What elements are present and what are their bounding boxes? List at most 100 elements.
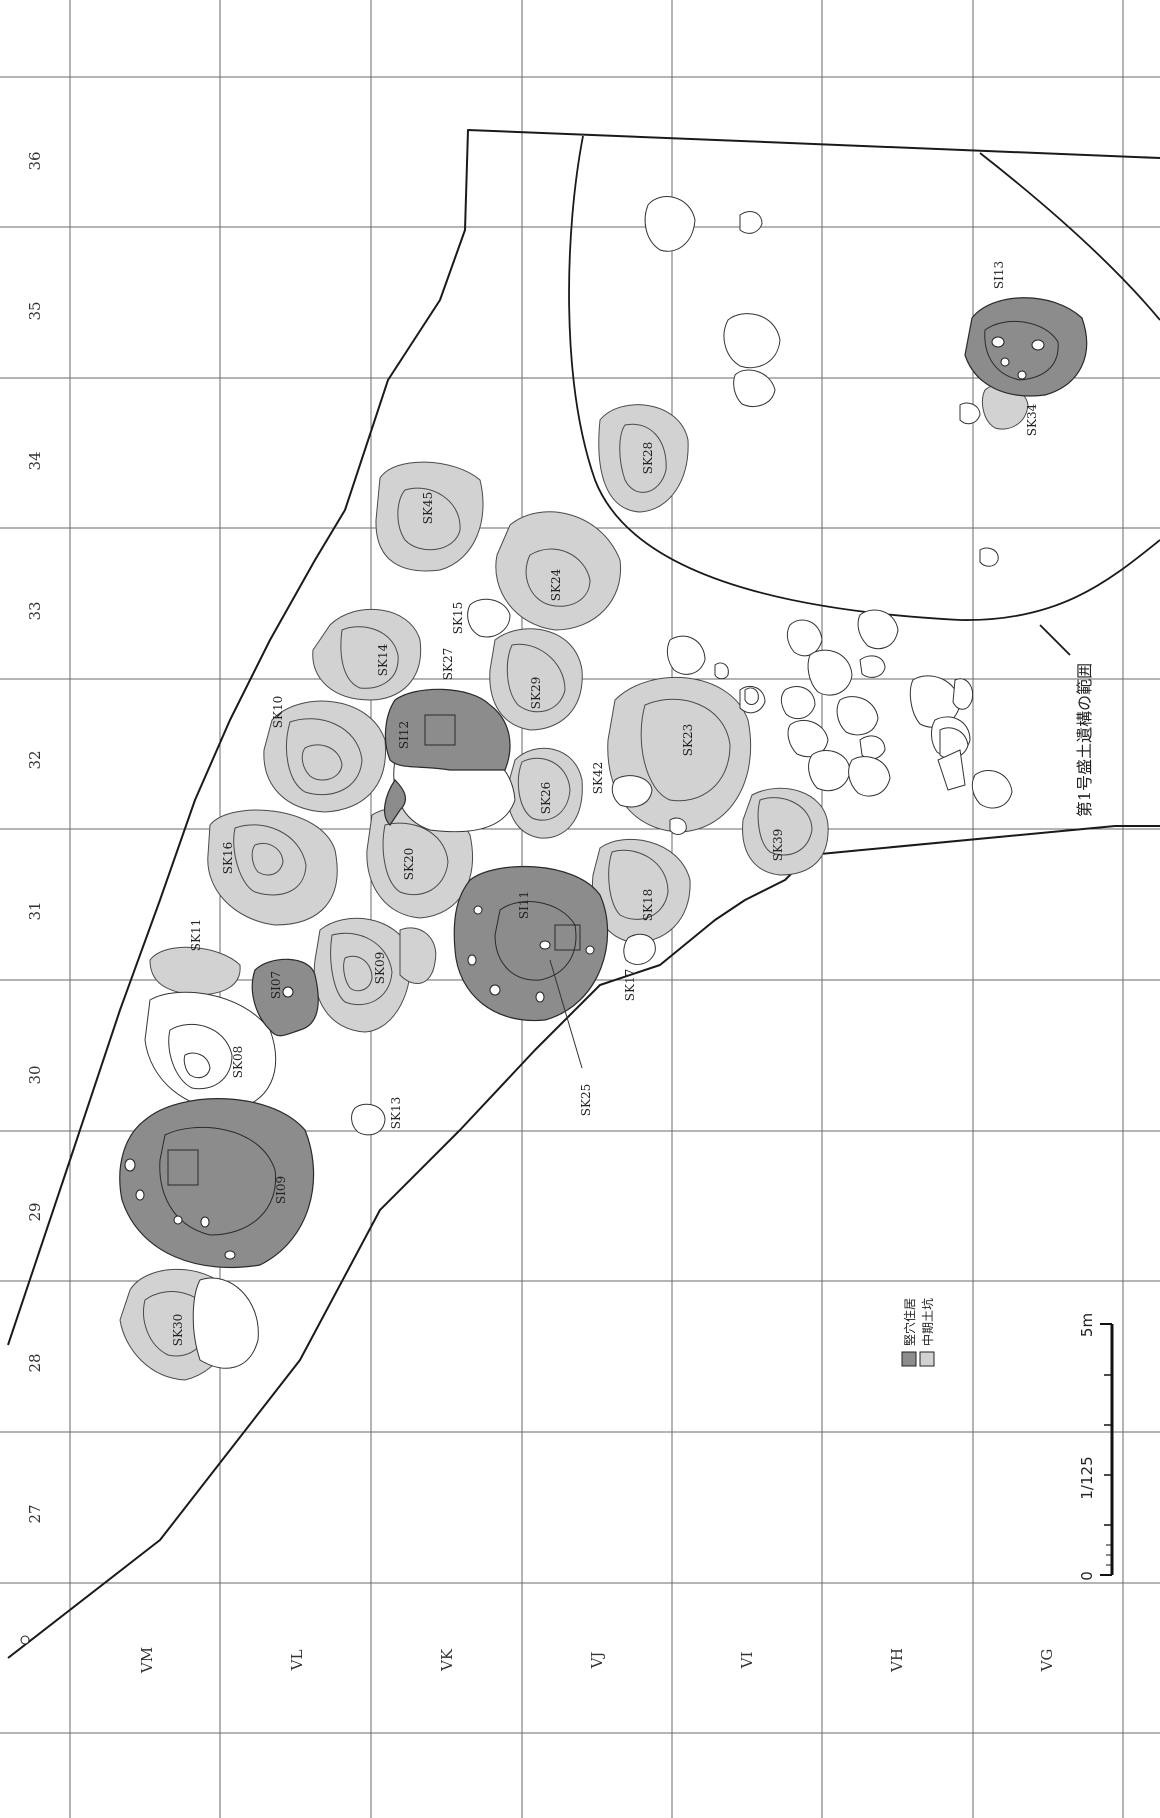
col-label-VL: VL: [288, 1650, 306, 1672]
row-label-35: 35: [26, 301, 44, 320]
row-label-30: 30: [26, 1065, 44, 1084]
pit-SK30-overlap: [192, 1277, 259, 1369]
dwelling-SI11-inner: [494, 901, 577, 981]
dwelling-SI09-inner: [159, 1126, 277, 1236]
pit-SK45: [375, 461, 484, 572]
pit-SK09: [313, 917, 412, 1033]
label-SI13: SI13: [992, 261, 1006, 289]
pit-SK11: [149, 946, 241, 996]
label-SK15: SK15: [451, 602, 465, 634]
pit-SK08-inner2: [183, 1052, 211, 1079]
mound-label-leader: [1039, 624, 1071, 656]
column-labels: VM VL VK VJ VI VH VG: [138, 1647, 1056, 1674]
pit-mound-4: [733, 369, 776, 407]
label-SK25: SK25: [579, 1084, 593, 1116]
dwelling-SI09-hearth: [167, 1149, 199, 1186]
pit-cluster-14: [937, 749, 966, 791]
dwelling-SI13: [964, 297, 1088, 397]
pit-cluster-19: [666, 635, 706, 675]
dwelling-SI07: [251, 958, 319, 1037]
pit-cluster-15: [808, 750, 851, 792]
dwelling-SI11-posthole-5: [585, 945, 595, 955]
label-SK28: SK28: [641, 442, 655, 474]
pit-SK17: [623, 933, 656, 965]
pit-mound-1: [644, 196, 696, 252]
dwelling-SI12: [384, 688, 511, 771]
pit-SK28: [598, 404, 689, 513]
pit-SK15: [467, 598, 511, 638]
mound-boundary: [568, 135, 1160, 656]
dwelling-SI12-hearth: [424, 714, 456, 746]
dwelling-SI07-posthole: [282, 986, 294, 998]
dwelling-SI11-posthole-1: [473, 905, 483, 915]
pit-SK29-inner: [506, 643, 566, 713]
pit-SK26-inner: [517, 757, 571, 821]
row-label-33: 33: [26, 601, 44, 620]
dwelling-SI11-hearth: [554, 924, 581, 951]
pit-mound-5: [959, 402, 981, 425]
pit-SK09-extension: [399, 927, 437, 985]
row-label-28: 28: [26, 1353, 44, 1372]
dwelling-SI09-posthole-4: [200, 1216, 210, 1228]
pit-cluster-18: [744, 687, 759, 705]
col-label-VK: VK: [438, 1648, 456, 1672]
label-SK30: SK30: [171, 1314, 185, 1346]
pit-mound-6: [979, 547, 999, 567]
pit-SK16-inner1: [233, 824, 307, 896]
pit-SK20-inner: [382, 822, 449, 896]
row-label-32: 32: [26, 750, 44, 769]
legend-label-dwelling: 竪穴住居: [902, 1298, 917, 1346]
col-label-VG: VG: [1038, 1649, 1056, 1673]
pit-cluster-4: [859, 655, 886, 678]
dwelling-SI13-posthole-1: [991, 336, 1005, 348]
dwelling-SI09: [119, 1098, 315, 1269]
label-SK27: SK27: [441, 648, 455, 680]
pit-cluster-21: [669, 817, 687, 835]
label-SK29: SK29: [529, 677, 543, 709]
pit-SK24-inner: [525, 548, 591, 607]
pit-mound-3: [739, 211, 763, 234]
pit-SK23-inner: [640, 698, 731, 802]
label-SK10: SK10: [271, 696, 285, 728]
pit-cluster-1: [786, 619, 823, 657]
label-SK23: SK23: [681, 724, 695, 756]
pit-SK42: [611, 775, 653, 808]
scale-label-max: 5m: [1078, 1313, 1096, 1337]
label-SK13: SK13: [389, 1097, 403, 1129]
pit-SK13: [351, 1103, 386, 1136]
label-SI11: SI11: [517, 891, 531, 919]
label-SK42: SK42: [591, 762, 605, 794]
pit-cluster-16: [848, 756, 891, 797]
pit-cluster-11: [952, 678, 974, 710]
legend-swatch-pit: [919, 1351, 935, 1367]
pit-cluster-2: [807, 649, 853, 696]
label-SK11: SK11: [189, 919, 203, 951]
pit-SK29: [489, 628, 583, 731]
mound-curve-northeast: [979, 152, 1160, 321]
pit-SK14: [312, 608, 422, 701]
dwelling-SI13-posthole-3: [1000, 357, 1010, 367]
label-SK08: SK08: [231, 1046, 245, 1078]
label-SK20: SK20: [402, 848, 416, 880]
dwelling-SI13-posthole-4: [1017, 370, 1027, 380]
row-labels: 36 35 34 33 32 31 30 29 28 27: [26, 151, 44, 1523]
label-SK45: SK45: [421, 492, 435, 524]
middle-period-pits: [119, 384, 1029, 1381]
dwelling-SI09-posthole-2: [135, 1189, 145, 1201]
pit-mound-2: [723, 313, 781, 369]
row-label-34: 34: [26, 451, 44, 470]
scale-label-zero: 0: [1078, 1571, 1096, 1581]
pit-cluster-6: [780, 686, 816, 720]
col-label-VM: VM: [138, 1647, 156, 1674]
pit-SK10: [263, 700, 387, 813]
pit-SK24: [495, 511, 622, 631]
pit-cluster-17: [971, 770, 1013, 809]
pit-SK09-inner2: [343, 955, 373, 992]
label-SK17: SK17: [623, 969, 637, 1001]
legend: 竪穴住居 中期土坑: [901, 1298, 935, 1367]
pit-SK39: [742, 787, 829, 876]
feature-labels: SK45 SK28 SK24 SK15 SK14 SK27 SK29 SK10 …: [171, 261, 1039, 1346]
label-SK34: SK34: [1025, 403, 1039, 436]
pit-cluster-20: [714, 662, 729, 680]
label-SK18: SK18: [641, 889, 655, 921]
